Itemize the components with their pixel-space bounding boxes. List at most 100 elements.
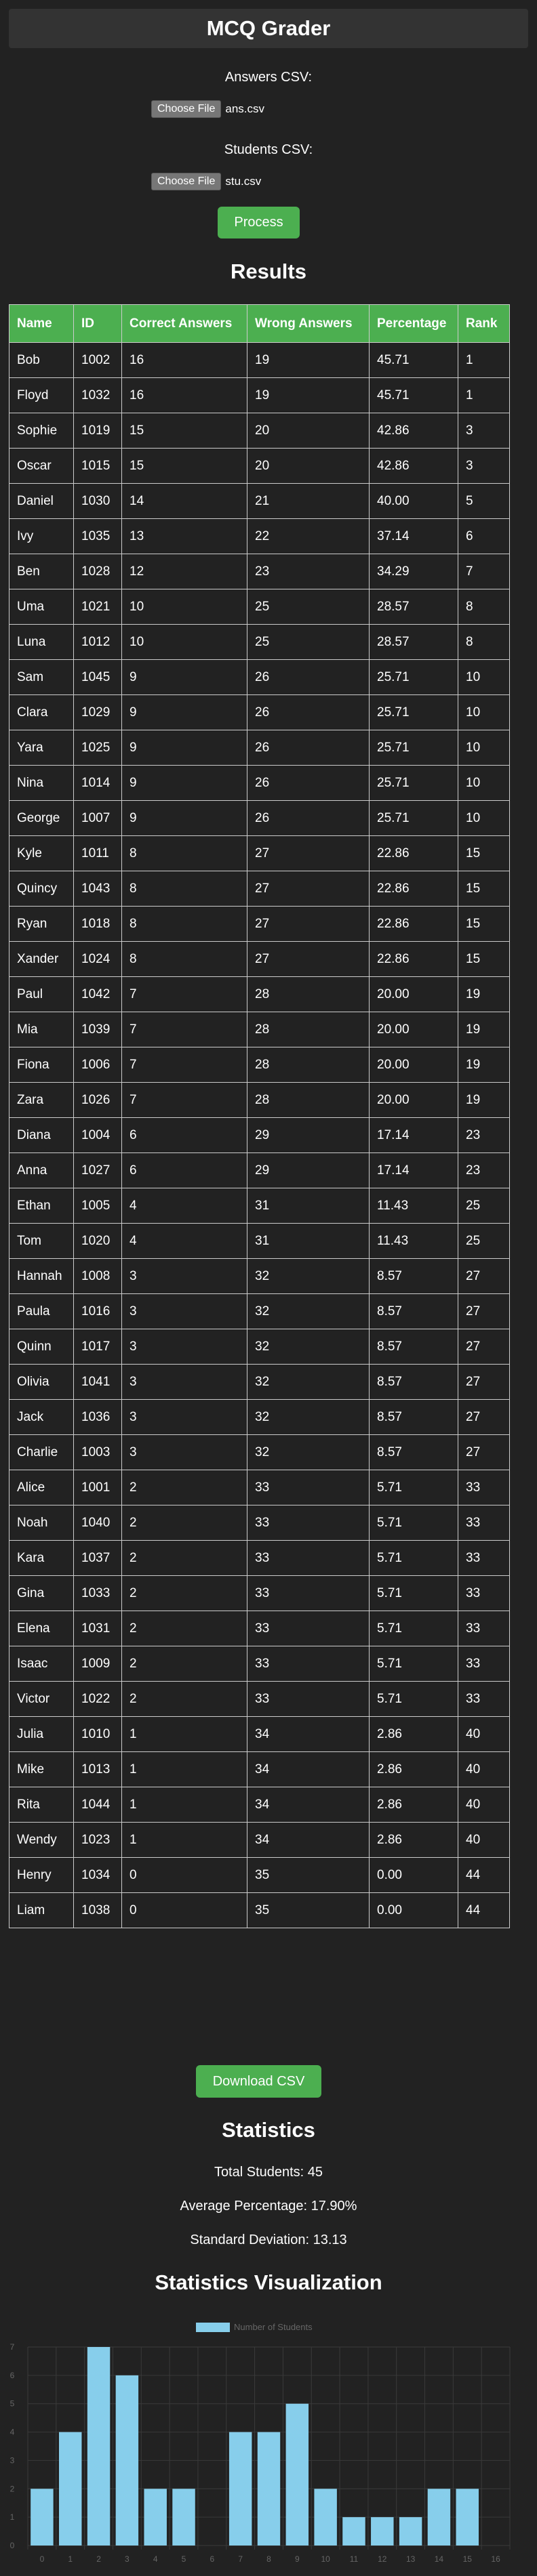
table-row: Noah 1040 2 33 5.71 33 bbox=[9, 1505, 510, 1541]
cell-id: 1001 bbox=[73, 1470, 122, 1505]
answers-file-input[interactable]: Choose File ans.csv bbox=[151, 100, 264, 118]
table-row: Alice 1001 2 33 5.71 33 bbox=[9, 1470, 510, 1505]
answers-choose-file-button[interactable]: Choose File bbox=[151, 100, 222, 118]
x-tick-label: 16 bbox=[491, 2554, 500, 2564]
cell-percentage: 20.00 bbox=[369, 976, 458, 1012]
answers-file-name: ans.csv bbox=[225, 102, 265, 115]
cell-name: Mia bbox=[9, 1012, 74, 1047]
cell-id: 1038 bbox=[73, 1892, 122, 1928]
y-tick-label: 1 bbox=[10, 2512, 15, 2522]
bar bbox=[371, 2517, 394, 2546]
cell-name: Rita bbox=[9, 1787, 74, 1823]
table-row: Yara 1025 9 26 25.71 10 bbox=[9, 730, 510, 766]
cell-percentage: 34.29 bbox=[369, 554, 458, 589]
cell-rank: 6 bbox=[458, 518, 510, 554]
cell-wrong: 22 bbox=[247, 518, 370, 554]
cell-correct: 1 bbox=[121, 1822, 247, 1858]
x-tick-label: 7 bbox=[238, 2554, 243, 2564]
cell-percentage: 45.71 bbox=[369, 342, 458, 378]
cell-correct: 13 bbox=[121, 518, 247, 554]
cell-name: Clara bbox=[9, 694, 74, 730]
cell-id: 1014 bbox=[73, 765, 122, 801]
legend-label: Number of Students bbox=[234, 2322, 313, 2332]
cell-id: 1009 bbox=[73, 1646, 122, 1682]
table-row: Zara 1026 7 28 20.00 19 bbox=[9, 1082, 510, 1118]
cell-wrong: 35 bbox=[247, 1857, 370, 1893]
cell-wrong: 25 bbox=[247, 589, 370, 625]
cell-percentage: 8.57 bbox=[369, 1258, 458, 1294]
x-tick-label: 5 bbox=[182, 2554, 186, 2564]
table-row: Hannah 1008 3 32 8.57 27 bbox=[9, 1258, 510, 1294]
cell-id: 1024 bbox=[73, 941, 122, 977]
cell-percentage: 5.71 bbox=[369, 1646, 458, 1682]
cell-percentage: 2.86 bbox=[369, 1751, 458, 1787]
cell-correct: 9 bbox=[121, 800, 247, 836]
download-csv-button[interactable]: Download CSV bbox=[196, 2065, 321, 2098]
table-row: Ryan 1018 8 27 22.86 15 bbox=[9, 906, 510, 942]
cell-id: 1036 bbox=[73, 1399, 122, 1435]
table-row: Ben 1028 12 23 34.29 7 bbox=[9, 554, 510, 589]
cell-percentage: 25.71 bbox=[369, 765, 458, 801]
bar bbox=[342, 2517, 365, 2546]
cell-percentage: 2.86 bbox=[369, 1716, 458, 1752]
cell-id: 1008 bbox=[73, 1258, 122, 1294]
process-button[interactable]: Process bbox=[218, 207, 300, 238]
cell-wrong: 34 bbox=[247, 1751, 370, 1787]
table-row: Ethan 1005 4 31 11.43 25 bbox=[9, 1188, 510, 1224]
cell-wrong: 34 bbox=[247, 1787, 370, 1823]
cell-rank: 27 bbox=[458, 1434, 510, 1470]
cell-wrong: 26 bbox=[247, 730, 370, 766]
cell-wrong: 26 bbox=[247, 800, 370, 836]
x-tick-label: 1 bbox=[68, 2554, 73, 2564]
table-row: Jack 1036 3 32 8.57 27 bbox=[9, 1399, 510, 1435]
cell-correct: 10 bbox=[121, 589, 247, 625]
students-choose-file-button[interactable]: Choose File bbox=[151, 173, 222, 190]
cell-id: 1017 bbox=[73, 1329, 122, 1365]
cell-correct: 4 bbox=[121, 1188, 247, 1224]
cell-rank: 27 bbox=[458, 1293, 510, 1329]
cell-percentage: 5.71 bbox=[369, 1505, 458, 1541]
cell-id: 1006 bbox=[73, 1047, 122, 1083]
cell-wrong: 28 bbox=[247, 976, 370, 1012]
cell-wrong: 33 bbox=[247, 1540, 370, 1576]
table-row: Fiona 1006 7 28 20.00 19 bbox=[9, 1047, 510, 1083]
cell-rank: 44 bbox=[458, 1857, 510, 1893]
cell-rank: 1 bbox=[458, 342, 510, 378]
cell-correct: 2 bbox=[121, 1505, 247, 1541]
cell-name: Xander bbox=[9, 941, 74, 977]
cell-percentage: 0.00 bbox=[369, 1892, 458, 1928]
table-row: Luna 1012 10 25 28.57 8 bbox=[9, 624, 510, 660]
cell-wrong: 34 bbox=[247, 1822, 370, 1858]
cell-correct: 8 bbox=[121, 941, 247, 977]
app-title: MCQ Grader bbox=[206, 16, 331, 40]
cell-correct: 6 bbox=[121, 1152, 247, 1188]
bar bbox=[314, 2489, 337, 2546]
table-row: Tom 1020 4 31 11.43 25 bbox=[9, 1223, 510, 1259]
answers-csv-label: Answers CSV: bbox=[224, 70, 313, 85]
cell-id: 1037 bbox=[73, 1540, 122, 1576]
cell-name: Daniel bbox=[9, 483, 74, 519]
cell-percentage: 22.86 bbox=[369, 906, 458, 942]
cell-wrong: 19 bbox=[247, 342, 370, 378]
students-file-input[interactable]: Choose File stu.csv bbox=[151, 173, 261, 190]
cell-wrong: 35 bbox=[247, 1892, 370, 1928]
x-tick-label: 6 bbox=[210, 2554, 215, 2564]
cell-name: Isaac bbox=[9, 1646, 74, 1682]
cell-id: 1040 bbox=[73, 1505, 122, 1541]
cell-correct: 7 bbox=[121, 1047, 247, 1083]
cell-rank: 1 bbox=[458, 377, 510, 413]
cell-rank: 10 bbox=[458, 730, 510, 766]
table-row: Nina 1014 9 26 25.71 10 bbox=[9, 765, 510, 801]
cell-correct: 9 bbox=[121, 694, 247, 730]
cell-rank: 27 bbox=[458, 1329, 510, 1365]
cell-id: 1035 bbox=[73, 518, 122, 554]
standard-deviation: Standard Deviation: 13.13 bbox=[190, 2232, 347, 2247]
cell-wrong: 29 bbox=[247, 1117, 370, 1153]
x-tick-label: 2 bbox=[96, 2554, 101, 2564]
y-tick-label: 6 bbox=[10, 2371, 15, 2380]
cell-rank: 27 bbox=[458, 1258, 510, 1294]
cell-id: 1041 bbox=[73, 1364, 122, 1400]
cell-wrong: 32 bbox=[247, 1364, 370, 1400]
table-row: Julia 1010 1 34 2.86 40 bbox=[9, 1716, 510, 1752]
cell-name: Fiona bbox=[9, 1047, 74, 1083]
